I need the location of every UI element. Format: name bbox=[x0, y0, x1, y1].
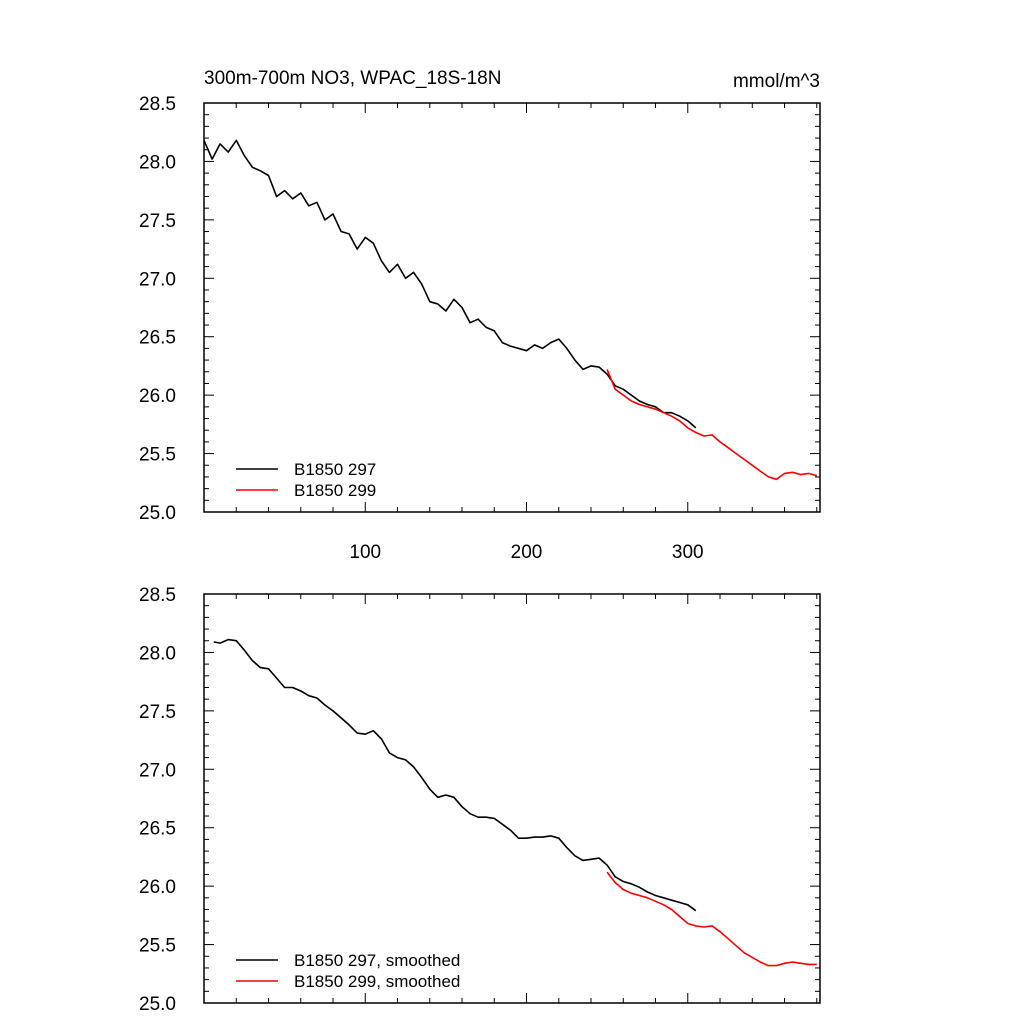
y-tick-label: 26.5 bbox=[139, 819, 176, 840]
legend-label: B1850 297, smoothed bbox=[294, 951, 460, 970]
y-tick-label: 28.0 bbox=[139, 643, 176, 664]
plot-frame bbox=[203, 102, 821, 513]
x-tick-label: 300 bbox=[672, 542, 704, 563]
y-tick-label: 26.0 bbox=[139, 877, 176, 898]
units-label: mmol/m^3 bbox=[733, 71, 820, 92]
y-tick-label: 28.5 bbox=[139, 585, 176, 606]
y-tick-label: 27.0 bbox=[139, 269, 176, 290]
series-line bbox=[606, 369, 818, 481]
series-line bbox=[606, 871, 817, 967]
y-tick-label: 25.5 bbox=[139, 445, 176, 466]
y-tick-label: 27.0 bbox=[139, 760, 176, 781]
y-tick-label: 28.5 bbox=[139, 94, 176, 115]
y-tick-label: 26.0 bbox=[139, 386, 176, 407]
plot-frame bbox=[203, 593, 821, 1004]
y-tick-label: 27.5 bbox=[139, 702, 176, 723]
y-tick-label: 25.5 bbox=[139, 936, 176, 957]
series-line bbox=[213, 638, 697, 912]
y-tick-label: 28.0 bbox=[139, 152, 176, 173]
y-tick-label: 26.5 bbox=[139, 328, 176, 349]
bottom-panel: 25.0 25.5 26.0 26.5 27.0 27.5 28.0 28.5 B1850 29… bbox=[139, 585, 821, 1015]
legend-label: B1850 297 bbox=[294, 460, 376, 479]
x-tick-label: 200 bbox=[511, 542, 543, 563]
y-tick-label: 25.0 bbox=[139, 503, 176, 524]
y-tick-label: 25.0 bbox=[139, 994, 176, 1015]
chart-title: 300m-700m NO3, WPAC_18S-18N bbox=[204, 68, 501, 89]
legend-label: B1850 299 bbox=[294, 481, 376, 500]
top-panel: 25.0 25.5 26.0 26.5 27.0 27.5 28.0 28.5 100 200 30… bbox=[139, 94, 821, 563]
y-tick-label: 27.5 bbox=[139, 211, 176, 232]
x-tick-label: 100 bbox=[349, 542, 381, 563]
series-line bbox=[203, 139, 697, 429]
legend-label: B1850 299, smoothed bbox=[294, 972, 460, 991]
